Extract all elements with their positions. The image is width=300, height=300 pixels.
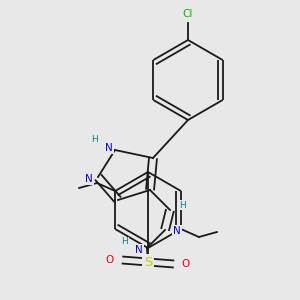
Text: S: S	[144, 256, 152, 268]
Text: N: N	[105, 143, 113, 153]
Text: Cl: Cl	[183, 9, 193, 19]
Text: O: O	[182, 259, 190, 269]
Text: O: O	[106, 255, 114, 265]
Text: N: N	[85, 174, 93, 184]
Text: H: H	[122, 238, 128, 247]
Text: H: H	[180, 200, 186, 209]
Text: H: H	[92, 134, 98, 143]
Text: N: N	[135, 245, 143, 255]
Text: N: N	[173, 226, 181, 236]
